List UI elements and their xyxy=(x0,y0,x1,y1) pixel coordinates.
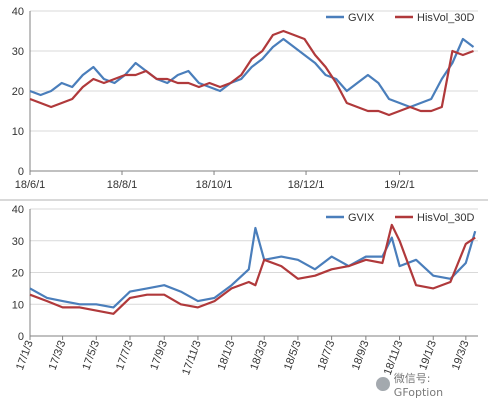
x-tick-label: 18/8/1 xyxy=(107,179,138,191)
legend-label: GVIX xyxy=(348,212,375,224)
x-tick-label: 18/1/3 xyxy=(216,339,238,372)
legend-label: GVIX xyxy=(348,12,375,24)
x-tick-label: 18/3/3 xyxy=(248,339,270,372)
y-tick-label: 40 xyxy=(12,204,24,216)
watermark: 微信号: GFoption xyxy=(376,372,482,399)
y-tick-label: 20 xyxy=(12,268,24,280)
x-tick-label: 17/3/3 xyxy=(47,339,69,372)
series-line-hisvol xyxy=(29,29,474,117)
y-tick-label: 0 xyxy=(18,166,24,178)
y-tick-label: 30 xyxy=(12,236,24,248)
y-tick-label: 40 xyxy=(12,6,24,18)
y-tick-label: 10 xyxy=(12,299,24,311)
x-tick-label: 18/7/3 xyxy=(316,339,338,372)
x-tick-label: 17/9/3 xyxy=(148,339,170,372)
x-tick-label: 17/1/3 xyxy=(14,339,36,372)
panel-divider xyxy=(0,199,488,201)
y-tick-label: 20 xyxy=(12,86,24,98)
x-tick-label: 19/2/1 xyxy=(384,179,415,191)
x-tick-label: 17/11/3 xyxy=(180,339,204,377)
x-tick-label: 18/12/1 xyxy=(288,179,325,191)
series-line-gvix xyxy=(29,226,477,309)
bottom-line-chart: 0 10 20 30 40 17/1/3 17/3/3 17/5/3 17/7/3 17/9/3 1… xyxy=(12,204,478,377)
y-tick-label: 30 xyxy=(12,46,24,58)
x-tick-label: 18/5/3 xyxy=(282,339,304,372)
bottom-chart-panel: 0 10 20 30 40 17/1/3 17/3/3 17/5/3 17/7/3 17/9/3 1… xyxy=(0,201,488,400)
y-tick-label: 10 xyxy=(12,126,24,138)
wechat-icon xyxy=(376,377,390,391)
x-tick-label: 18/9/3 xyxy=(350,339,372,372)
x-tick-label: 17/5/3 xyxy=(80,339,102,372)
x-tick-label: 19/3/3 xyxy=(450,339,472,372)
series-line-hisvol xyxy=(29,223,476,315)
series-line-gvix xyxy=(29,37,475,109)
y-tick-label: 0 xyxy=(18,331,24,343)
top-chart-panel: 0 10 20 30 40 18/6/1 18/8/1 18/10/1 18/12/1 19/2/… xyxy=(11,6,478,191)
x-tick-label: 18/10/1 xyxy=(196,179,233,191)
x-tick-label: 17/7/3 xyxy=(114,339,136,372)
watermark-text: 微信号: GFoption xyxy=(393,371,444,399)
legend-label: HisVol_30D xyxy=(417,12,475,24)
legend-label: HisVol_30D xyxy=(417,212,475,224)
x-tick-label: 19/1/3 xyxy=(417,339,439,372)
top-line-chart: 0 10 20 30 40 18/6/1 18/8/1 18/10/1 18/12/1 19/2/… xyxy=(12,6,478,191)
x-tick-label: 18/6/1 xyxy=(15,179,46,191)
